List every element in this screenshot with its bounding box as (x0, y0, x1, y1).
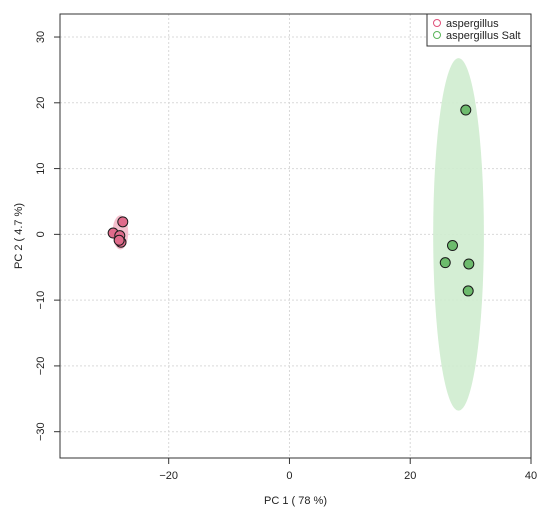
x-tick-label: −20 (159, 470, 178, 482)
y-tick-label: −10 (35, 291, 47, 310)
confidence-ellipse-1 (433, 58, 484, 411)
y-tick-label: 20 (35, 97, 47, 109)
data-point-series-1 (447, 240, 458, 252)
legend: aspergillus aspergillus Salt (426, 13, 532, 47)
legend-marker-aspergillus-salt (433, 31, 441, 39)
legend-label-aspergillus-salt: aspergillus Salt (446, 30, 521, 42)
data-points (107, 104, 475, 297)
y-axis-title: PC 2 ( 4.7 %) (13, 203, 25, 269)
y-axis: −30 −20 −10 0 10 20 30 (35, 31, 60, 441)
data-point-series-1 (462, 285, 474, 297)
y-tick-label: −30 (35, 422, 47, 441)
y-tick-label: 30 (35, 31, 47, 43)
x-axis: −20 0 20 40 (159, 458, 537, 482)
x-axis-title: PC 1 ( 78 %) (264, 495, 327, 507)
y-tick-label: −20 (35, 357, 47, 376)
x-tick-label: 40 (525, 470, 537, 482)
plot-frame (59, 13, 532, 459)
legend-marker-aspergillus (433, 19, 441, 27)
data-point-series-1 (460, 104, 472, 116)
x-tick-label: 0 (286, 470, 292, 482)
data-point-series-0 (113, 234, 125, 246)
data-point-series-1 (463, 258, 475, 270)
data-point-series-1 (439, 257, 451, 269)
legend-label-aspergillus: aspergillus (446, 18, 499, 30)
y-tick-label: 0 (35, 231, 47, 237)
data-point-series-0 (117, 216, 129, 228)
x-tick-label: 20 (404, 470, 416, 482)
legend-box (426, 13, 532, 47)
y-tick-label: 10 (35, 162, 47, 174)
